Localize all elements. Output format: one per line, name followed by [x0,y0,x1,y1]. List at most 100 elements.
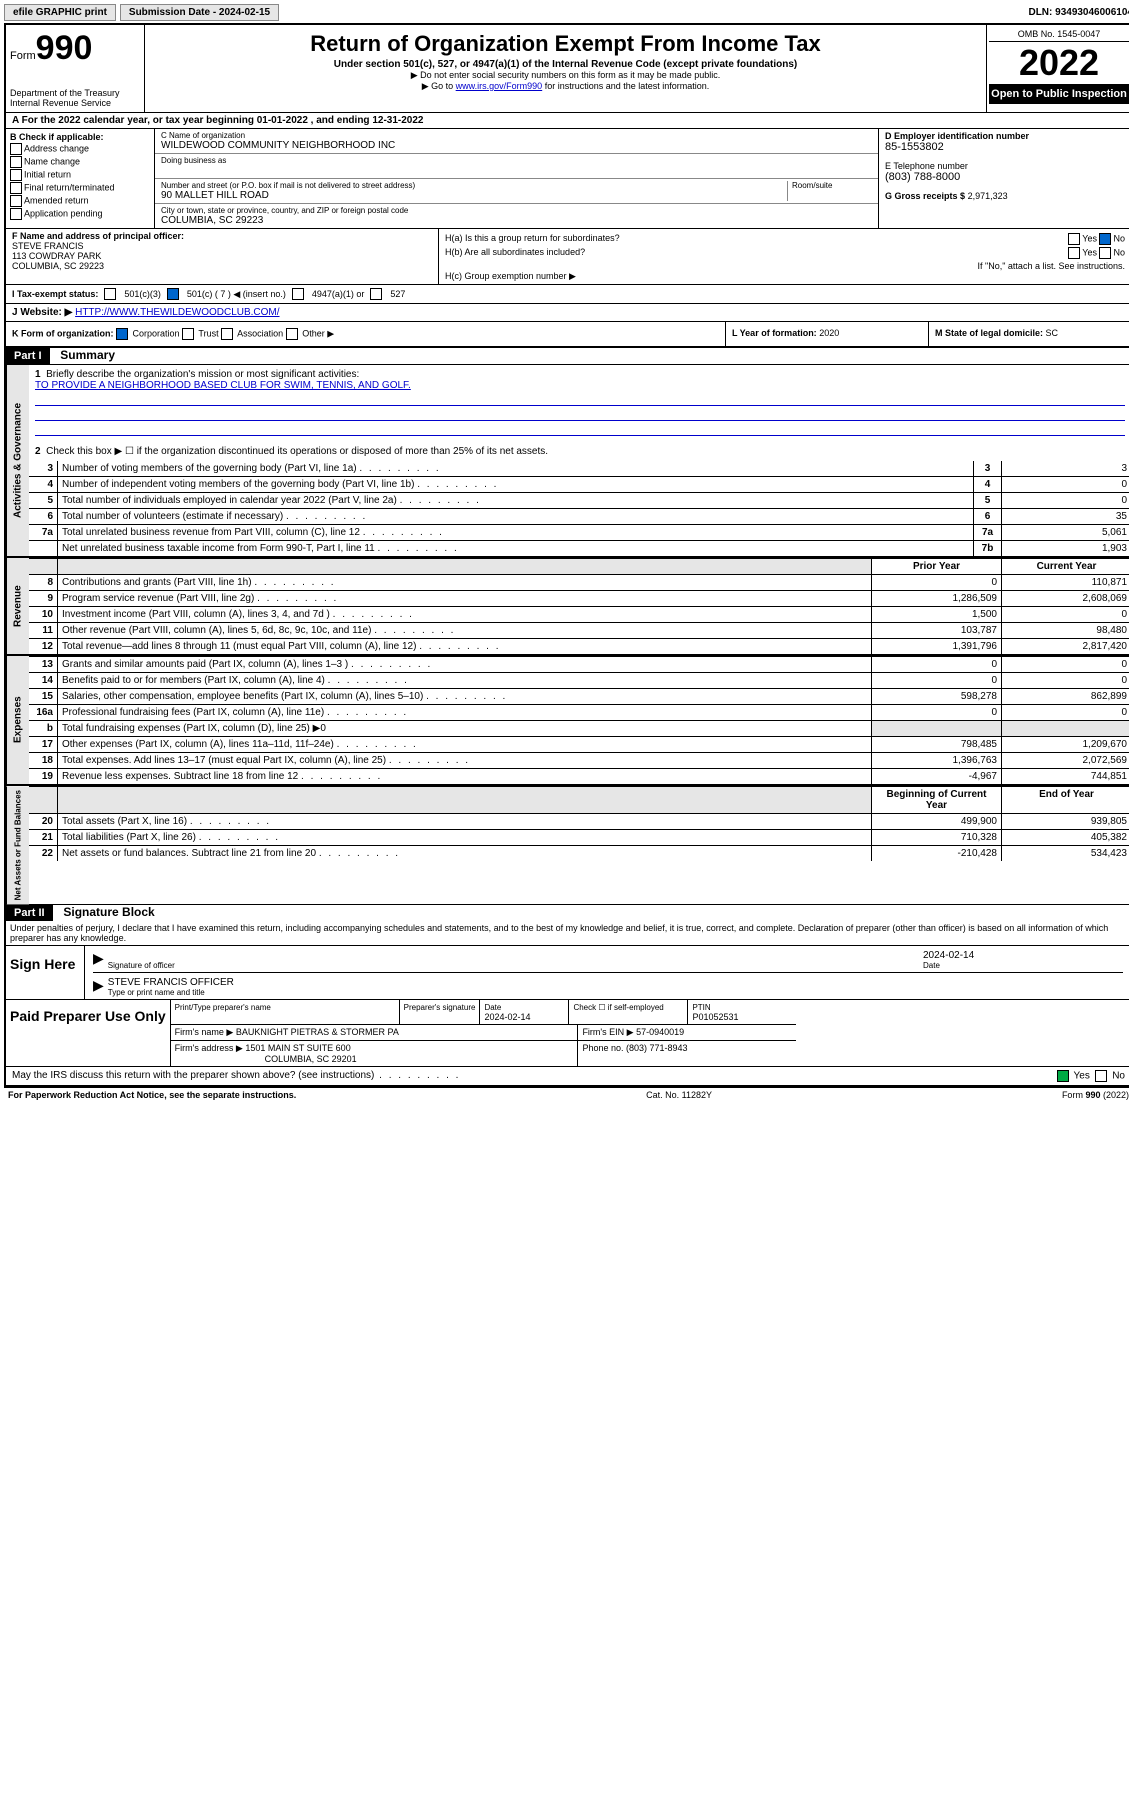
part1-title: Summary [52,348,115,362]
current-year: 2,072,569 [1001,752,1129,768]
col-header: Beginning of Current Year [871,786,1001,813]
current-year: 0 [1001,672,1129,688]
current-year: 0 [1001,656,1129,672]
prior-year: 1,396,763 [871,752,1001,768]
row-num: 21 [29,829,57,845]
current-year: 534,423 [1001,845,1129,861]
prior-year: 0 [871,704,1001,720]
row-a: A For the 2022 calendar year, or tax yea… [6,113,1129,129]
efile-button[interactable]: efile GRAPHIC print [4,4,116,21]
row-num: 22 [29,845,57,861]
row-num: 14 [29,672,57,688]
col-h: H(a) Is this a group return for subordin… [439,229,1129,284]
row-box: 7b [973,540,1001,556]
row-num: 19 [29,768,57,784]
row-val: 5,061 [1001,524,1129,540]
phone: (803) 788-8000 [885,171,1125,183]
discuss-q: May the IRS discuss this return with the… [12,1070,460,1082]
submission-date: Submission Date - 2024-02-15 [120,4,279,21]
row-desc: Benefits paid to or for members (Part IX… [57,672,871,688]
row-num: 9 [29,590,57,606]
prior-year: 0 [871,672,1001,688]
website-link[interactable]: HTTP://WWW.THEWILDEWOODCLUB.COM/ [75,307,279,318]
row-desc: Total assets (Part X, line 16) [57,813,871,829]
prior-year: 1,391,796 [871,638,1001,654]
row-desc: Net assets or fund balances. Subtract li… [57,845,871,861]
prior-year: 103,787 [871,622,1001,638]
current-year [1001,720,1129,736]
firm-name: BAUKNIGHT PIETRAS & STORMER PA [236,1027,399,1037]
current-year: 2,817,420 [1001,638,1129,654]
preparer-phone: (803) 771-8943 [626,1043,688,1053]
row-desc: Salaries, other compensation, employee b… [57,688,871,704]
prior-year [871,720,1001,736]
row-num: 8 [29,574,57,590]
current-year: 2,608,069 [1001,590,1129,606]
side-governance: Activities & Governance [6,365,29,556]
omb: OMB No. 1545-0047 [989,27,1129,42]
row-num: 18 [29,752,57,768]
row-desc: Total number of individuals employed in … [57,492,973,508]
prior-year: 0 [871,574,1001,590]
ptin: P01052531 [692,1012,738,1022]
org-name: WILDEWOOD COMMUNITY NEIGHBORHOOD INC [161,140,872,151]
current-year: 0 [1001,606,1129,622]
row-desc: Professional fundraising fees (Part IX, … [57,704,871,720]
gross-receipts: 2,971,323 [968,191,1008,201]
row-val: 3 [1001,461,1129,476]
row-num: 10 [29,606,57,622]
prior-year: -4,967 [871,768,1001,784]
col-c: C Name of organization WILDEWOOD COMMUNI… [155,129,879,228]
row-desc: Number of independent voting members of … [57,476,973,492]
open-public: Open to Public Inspection [989,84,1129,104]
row-box: 6 [973,508,1001,524]
tax-year: 2022 [989,42,1129,84]
footer-right: Form 990 (2022) [1062,1090,1129,1100]
row-num: 4 [29,476,57,492]
row-box: 5 [973,492,1001,508]
irs-link[interactable]: www.irs.gov/Form990 [456,81,543,91]
col-d: D Employer identification number 85-1553… [879,129,1129,228]
row-desc: Total liabilities (Part X, line 26) [57,829,871,845]
part1-header: Part I [6,348,50,364]
paid-preparer: Paid Preparer Use Only [6,1000,171,1066]
row-num: 7a [29,524,57,540]
row-num [29,540,57,556]
subtitle: Under section 501(c), 527, or 4947(a)(1)… [153,59,978,70]
officer-name: STEVE FRANCIS OFFICER [108,977,1123,988]
row-i: I Tax-exempt status: 501(c)(3) 501(c) ( … [6,285,1129,304]
part2-title: Signature Block [55,905,154,919]
sig-date: 2024-02-14 [923,950,1123,961]
form-box: Form990 Department of the Treasury Inter… [6,25,145,112]
row-val: 1,903 [1001,540,1129,556]
row-desc: Contributions and grants (Part VIII, lin… [57,574,871,590]
row-num: 17 [29,736,57,752]
col-f: F Name and address of principal officer:… [6,229,439,284]
row-desc: Other revenue (Part VIII, column (A), li… [57,622,871,638]
current-year: 405,382 [1001,829,1129,845]
year-box: OMB No. 1545-0047 2022 Open to Public In… [987,25,1129,112]
prior-year: 1,286,509 [871,590,1001,606]
ein: 85-1553802 [885,141,1125,153]
row-val: 35 [1001,508,1129,524]
row-j: J Website: ▶ HTTP://WWW.THEWILDEWOODCLUB… [6,304,1129,322]
side-netassets: Net Assets or Fund Balances [6,786,29,904]
current-year: 98,480 [1001,622,1129,638]
row-val: 0 [1001,476,1129,492]
prior-year: 710,328 [871,829,1001,845]
dln: DLN: 93493046006104 [1028,7,1129,18]
form-word: Form [10,50,36,62]
current-year: 862,899 [1001,688,1129,704]
side-revenue: Revenue [6,558,29,654]
row-m: M State of legal domicile: SC [928,322,1129,346]
prior-year: 798,485 [871,736,1001,752]
row-num: 16a [29,704,57,720]
row-val: 0 [1001,492,1129,508]
q2: Check this box ▶ ☐ if the organization d… [46,446,548,457]
part2-header: Part II [6,905,53,921]
row-box: 3 [973,461,1001,476]
row-desc: Other expenses (Part IX, column (A), lin… [57,736,871,752]
current-year: 744,851 [1001,768,1129,784]
current-year: 0 [1001,704,1129,720]
firm-ein: 57-0940019 [636,1027,684,1037]
